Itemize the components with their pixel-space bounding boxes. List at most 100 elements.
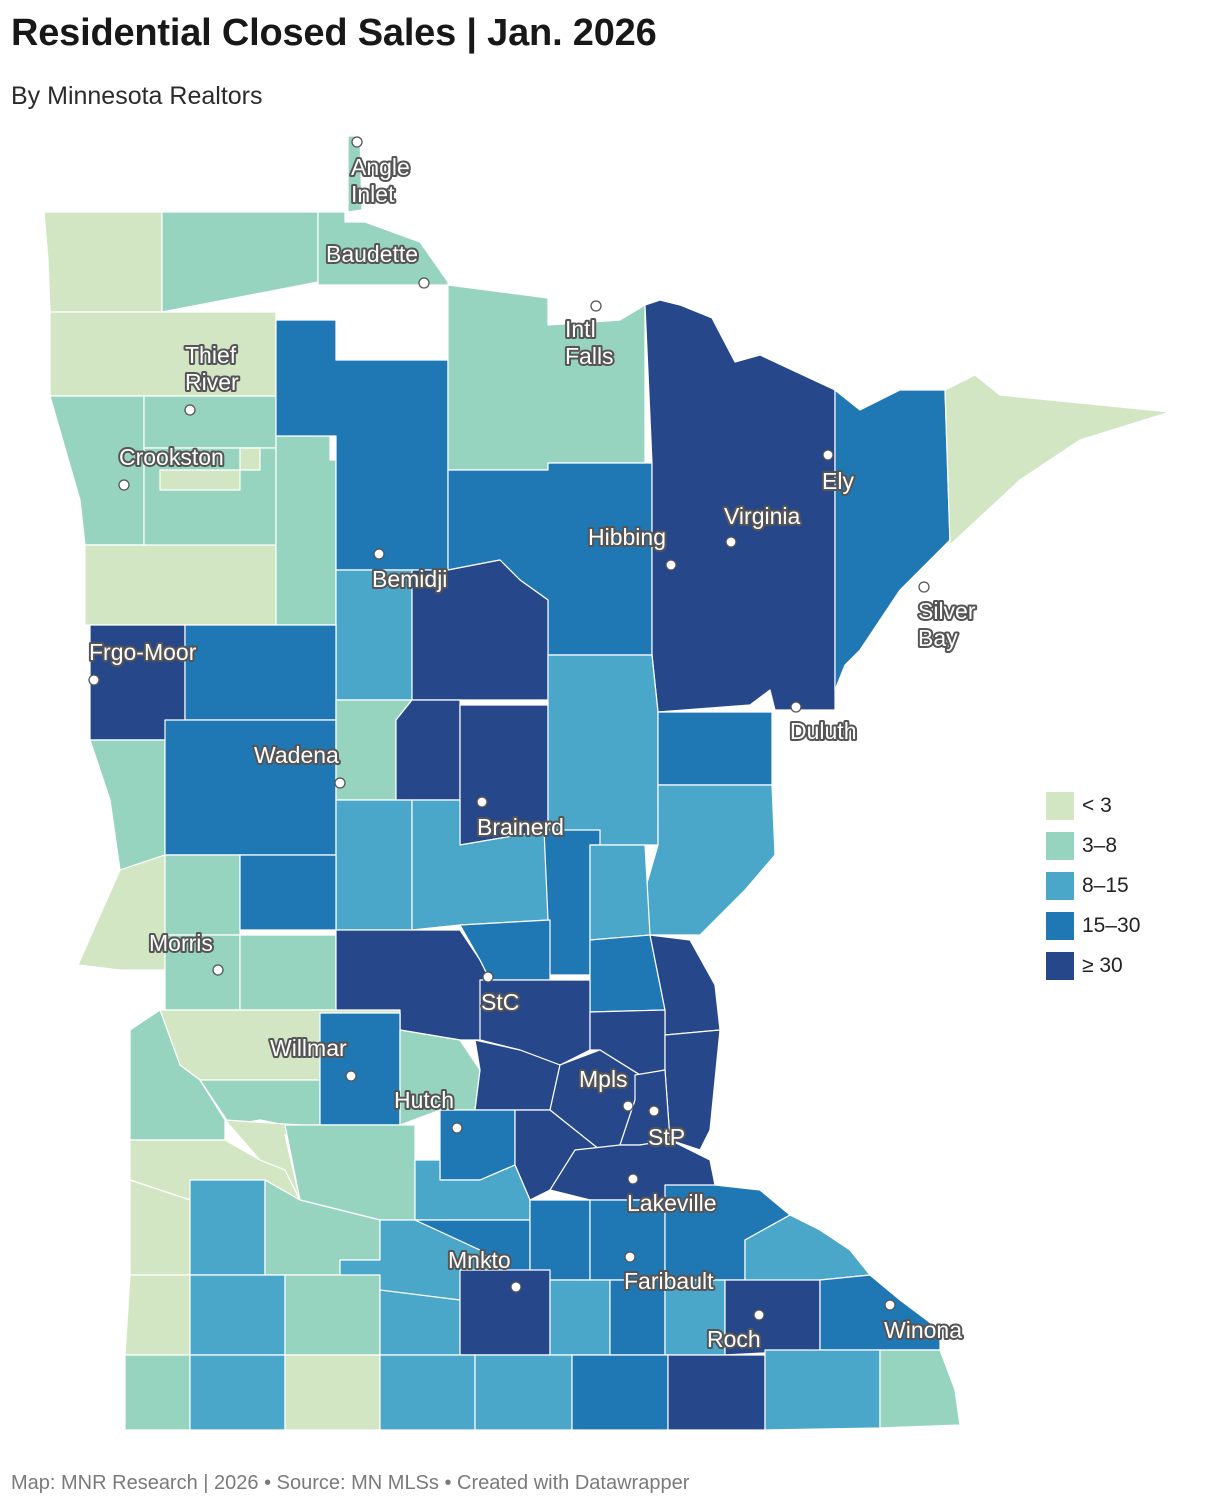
county-region[interactable]: [764, 1349, 881, 1431]
county-region[interactable]: [474, 1354, 573, 1431]
city-label: Thief River: [185, 342, 239, 395]
county-region[interactable]: [49, 395, 145, 546]
city-marker-wadena: Wadena: [252, 740, 346, 789]
legend-item: 3–8: [1046, 826, 1140, 866]
county-region[interactable]: [395, 699, 461, 801]
city-dot: [624, 1251, 636, 1263]
county-region[interactable]: [164, 854, 241, 936]
legend-item: 15–30: [1046, 906, 1140, 946]
county-region[interactable]: [239, 934, 337, 1011]
county-region[interactable]: [124, 1354, 191, 1431]
legend-swatch: [1046, 832, 1074, 860]
city-label: Bemidji: [372, 566, 447, 592]
city-marker-willmar: Willmar: [268, 1033, 357, 1082]
county-region[interactable]: [164, 719, 337, 856]
city-label: Baudette: [326, 241, 418, 267]
city-dot: [918, 581, 930, 593]
county-region[interactable]: [159, 447, 261, 491]
city-marker-morris: Morris: [147, 928, 224, 976]
county-region[interactable]: [379, 1289, 461, 1356]
city-marker-silver-bay: Silver Bay: [916, 581, 978, 653]
city-marker-faribault: Faribault: [622, 1251, 716, 1296]
city-marker-duluth: Duluth: [788, 701, 858, 746]
county-region[interactable]: [317, 211, 449, 286]
county-region[interactable]: [189, 1354, 286, 1431]
city-dot: [753, 1309, 765, 1321]
source-footer: Map: MNR Research | 2026 • Source: MN ML…: [11, 1472, 690, 1494]
city-dot: [334, 777, 346, 789]
county-region[interactable]: [184, 624, 337, 721]
county-region[interactable]: [379, 1354, 476, 1431]
county-region[interactable]: [84, 544, 277, 626]
city-dot: [648, 1105, 660, 1117]
county-region[interactable]: [189, 1274, 286, 1356]
county-region[interactable]: [189, 1179, 266, 1276]
city-dot: [822, 449, 834, 461]
city-marker-roch: Roch: [705, 1309, 765, 1354]
county-region[interactable]: [667, 1354, 766, 1431]
city-label: Lakeville: [627, 1190, 717, 1216]
city-label: StP: [648, 1124, 685, 1150]
county-region[interactable]: [589, 844, 651, 941]
city-marker-lakeville: Lakeville: [625, 1173, 719, 1218]
city-label: StC: [481, 989, 519, 1015]
county-region[interactable]: [143, 395, 277, 449]
city-marker-ely: Ely: [820, 449, 856, 496]
county-region[interactable]: [547, 654, 659, 846]
county-region[interactable]: [549, 1279, 611, 1356]
city-label: Roch: [707, 1326, 761, 1352]
county-region[interactable]: [77, 854, 166, 971]
city-dot: [118, 479, 130, 491]
county-region[interactable]: [161, 211, 319, 313]
county-region[interactable]: [319, 1012, 401, 1126]
county-region[interactable]: [657, 711, 773, 786]
city-marker-stc: StC: [479, 971, 521, 1017]
county-region[interactable]: [529, 1199, 591, 1281]
city-label: Willmar: [270, 1035, 347, 1061]
county-region[interactable]: [335, 799, 413, 931]
city-label: Angle Inlet: [351, 154, 410, 207]
legend-swatch: [1046, 792, 1074, 820]
city-marker-brainerd: Brainerd: [475, 796, 566, 842]
county-region[interactable]: [43, 211, 163, 313]
legend-item: < 3: [1046, 786, 1140, 826]
county-region[interactable]: [834, 389, 951, 691]
county-region[interactable]: [239, 854, 337, 931]
legend-label: ≥ 30: [1082, 954, 1123, 977]
county-region[interactable]: [124, 1274, 191, 1356]
city-marker-virginia: Virginia: [722, 501, 802, 548]
county-region[interactable]: [644, 784, 776, 936]
map-title: Residential Closed Sales | Jan. 2026: [11, 12, 657, 54]
county-region[interactable]: [447, 284, 646, 471]
map-subtitle: By Minnesota Realtors: [11, 82, 263, 110]
city-dot: [351, 136, 363, 148]
county-region[interactable]: [347, 135, 363, 213]
county-region[interactable]: [275, 435, 337, 626]
county-region[interactable]: [571, 1354, 669, 1431]
county-region[interactable]: [879, 1349, 961, 1429]
county-region[interactable]: [284, 1354, 381, 1431]
legend-item: 8–15: [1046, 866, 1140, 906]
city-marker-hutch: Hutch: [392, 1085, 463, 1134]
city-dot: [790, 701, 802, 713]
county-region[interactable]: [459, 1269, 551, 1356]
city-label: Hutch: [394, 1087, 454, 1113]
city-dot: [451, 1122, 463, 1134]
city-dot: [590, 300, 602, 312]
city-marker-crookston: Crookston: [117, 442, 226, 491]
city-marker-hibbing: Hibbing: [586, 522, 677, 571]
city-dot: [345, 1070, 357, 1082]
city-dot: [622, 1100, 634, 1112]
city-marker-bemidji: Bemidji: [370, 548, 449, 594]
county-region[interactable]: [49, 311, 277, 397]
legend-label: 15–30: [1082, 914, 1141, 937]
city-marker-frgo-moor: Frgo-Moor: [87, 637, 199, 686]
city-label: Morris: [149, 930, 213, 956]
county-region[interactable]: [284, 1274, 381, 1356]
county-region[interactable]: [89, 739, 166, 871]
city-dot: [418, 277, 430, 289]
legend-label: 3–8: [1082, 834, 1118, 857]
city-marker-angle-inlet: Angle Inlet: [349, 136, 412, 209]
county-region[interactable]: [944, 374, 1171, 546]
